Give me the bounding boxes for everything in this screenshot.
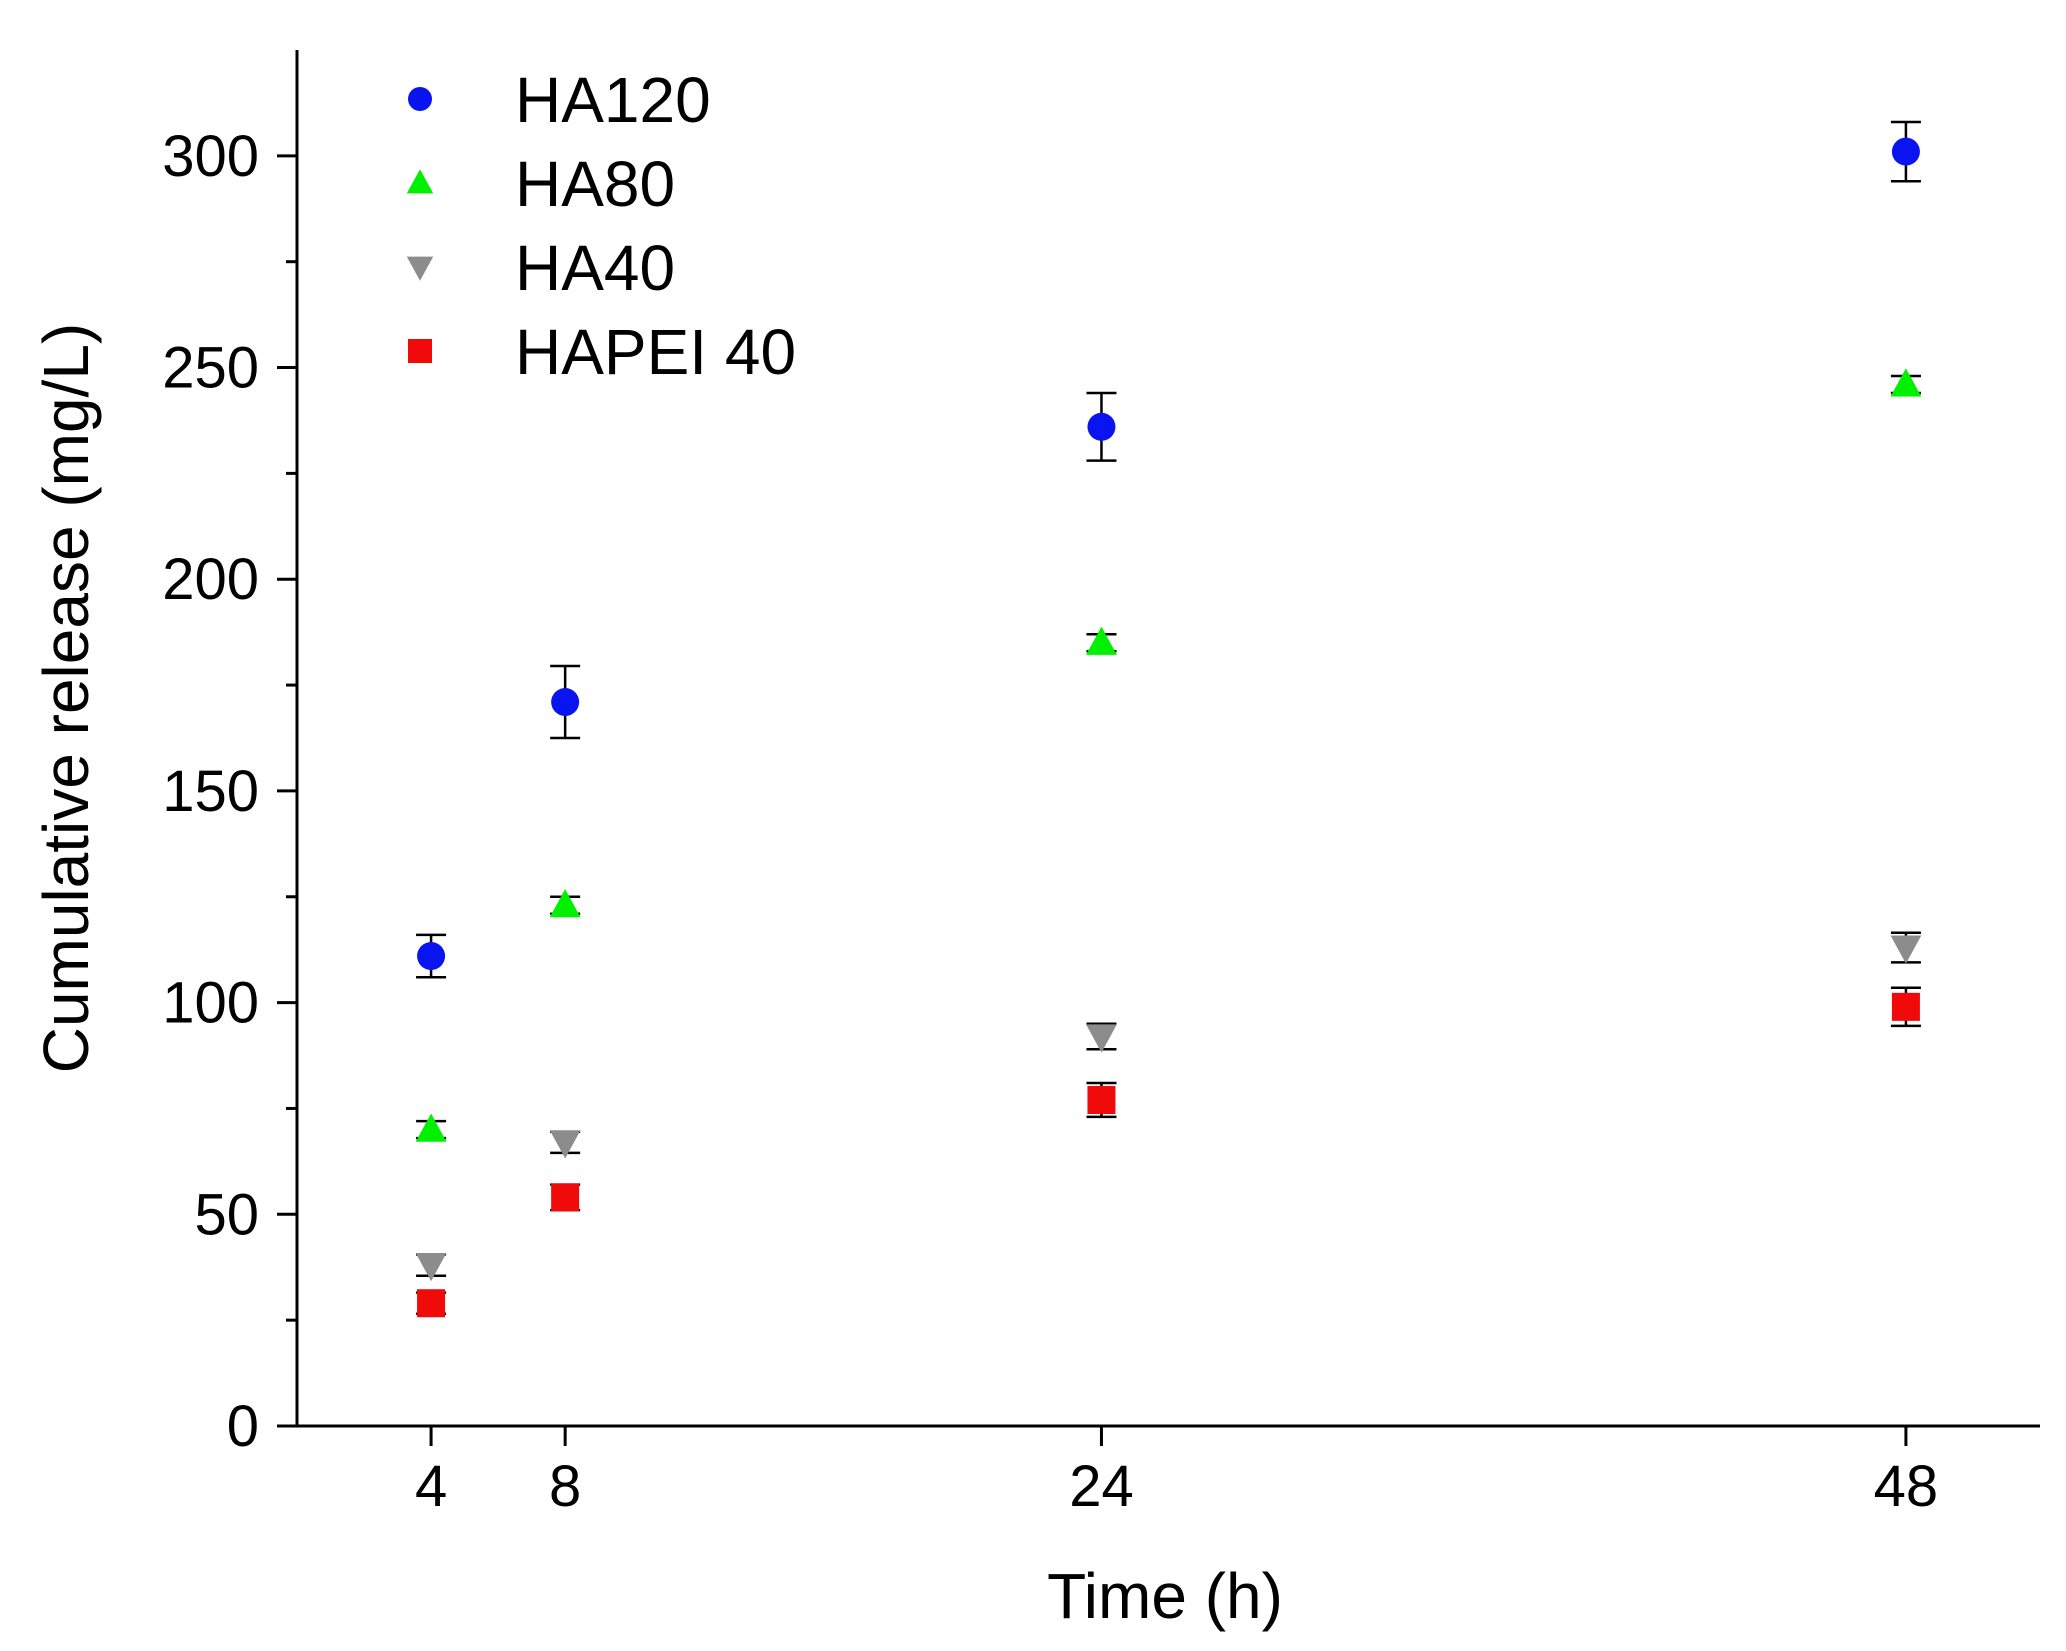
y-tick-label: 100 bbox=[162, 971, 259, 1036]
point-ha40 bbox=[549, 1130, 581, 1159]
legend-label-ha40: HA40 bbox=[515, 232, 675, 304]
point-hapei-40 bbox=[1087, 1085, 1116, 1114]
x-tick-label: 8 bbox=[549, 1454, 581, 1519]
x-tick-label: 48 bbox=[1874, 1454, 1939, 1519]
point-hapei-40 bbox=[417, 1289, 446, 1318]
y-tick-label: 250 bbox=[162, 336, 259, 401]
y-tick-label: 0 bbox=[227, 1394, 259, 1459]
legend-marker-ha40 bbox=[406, 256, 434, 281]
point-ha120 bbox=[1087, 412, 1116, 441]
x-tick-label: 24 bbox=[1069, 1454, 1134, 1519]
y-tick-label: 150 bbox=[162, 759, 259, 824]
legend-label-ha120: HA120 bbox=[515, 64, 711, 136]
point-ha120 bbox=[417, 942, 446, 971]
point-ha120 bbox=[1891, 137, 1920, 166]
legend-marker-hapei-40 bbox=[408, 339, 432, 363]
point-hapei-40 bbox=[1891, 992, 1920, 1021]
point-ha40 bbox=[1086, 1024, 1117, 1053]
point-ha40 bbox=[1890, 935, 1922, 964]
point-ha40 bbox=[415, 1253, 447, 1282]
y-tick-label: 200 bbox=[162, 547, 259, 612]
legend-marker-ha80 bbox=[406, 169, 434, 194]
point-ha80 bbox=[1890, 368, 1922, 397]
y-tick-label: 300 bbox=[162, 124, 259, 189]
point-ha80 bbox=[1086, 626, 1117, 655]
legend-label-hapei-40: HAPEI 40 bbox=[515, 316, 796, 388]
legend-label-ha80: HA80 bbox=[515, 148, 675, 220]
point-ha80 bbox=[549, 889, 581, 918]
legend: HA120 HA80 HA40 HAPEI 40 bbox=[406, 64, 796, 388]
legend-marker-ha120 bbox=[408, 87, 432, 111]
x-tick-label: 4 bbox=[415, 1454, 447, 1519]
chart-marks bbox=[415, 120, 1922, 1318]
x-axis-title: Time (h) bbox=[1047, 1560, 1283, 1632]
point-ha80 bbox=[415, 1113, 447, 1142]
y-axis-title: Cumulative release (mg/L) bbox=[30, 323, 102, 1074]
point-ha120 bbox=[551, 688, 580, 717]
y-tick-label: 50 bbox=[194, 1182, 259, 1247]
point-hapei-40 bbox=[551, 1183, 580, 1212]
